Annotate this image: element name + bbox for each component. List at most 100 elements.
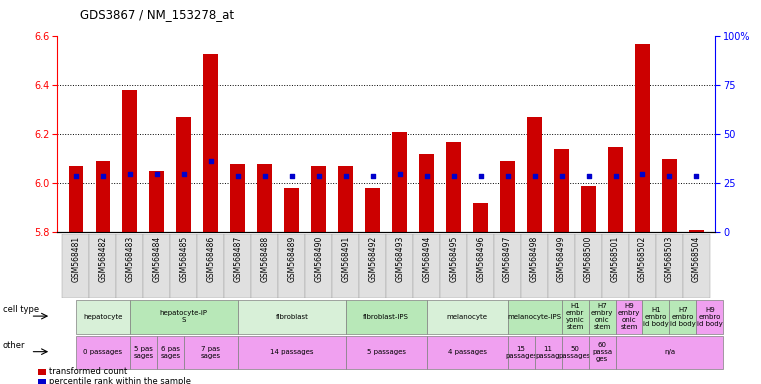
- FancyBboxPatch shape: [440, 234, 467, 298]
- Text: other: other: [3, 341, 25, 350]
- Bar: [527, 117, 542, 232]
- Bar: [608, 147, 623, 232]
- FancyBboxPatch shape: [116, 234, 143, 298]
- FancyBboxPatch shape: [305, 234, 333, 298]
- Point: [205, 158, 217, 164]
- Point: [339, 173, 352, 179]
- Bar: [392, 132, 407, 232]
- Bar: [38, 369, 46, 375]
- FancyBboxPatch shape: [413, 234, 440, 298]
- Text: GDS3867 / NM_153278_at: GDS3867 / NM_153278_at: [80, 8, 234, 21]
- Text: GSM568486: GSM568486: [206, 235, 215, 282]
- Point: [421, 173, 433, 179]
- Text: GSM568493: GSM568493: [395, 235, 404, 282]
- Bar: [365, 188, 380, 232]
- Text: 14 passages: 14 passages: [270, 349, 314, 355]
- Text: H1
embro
id body: H1 embro id body: [643, 307, 669, 327]
- Text: GSM568494: GSM568494: [422, 235, 431, 282]
- Bar: [231, 164, 245, 232]
- Text: 6 pas
sages: 6 pas sages: [161, 346, 180, 359]
- Bar: [339, 166, 353, 232]
- Text: 11
passag: 11 passag: [536, 346, 560, 359]
- Text: n/a: n/a: [664, 349, 675, 355]
- Text: GSM568503: GSM568503: [665, 235, 674, 282]
- Bar: [500, 161, 515, 232]
- Text: 15
passages: 15 passages: [505, 346, 537, 359]
- FancyBboxPatch shape: [467, 234, 494, 298]
- Text: H7
embro
id body: H7 embro id body: [670, 307, 696, 327]
- Point: [232, 173, 244, 179]
- FancyBboxPatch shape: [494, 234, 521, 298]
- FancyBboxPatch shape: [575, 234, 602, 298]
- FancyBboxPatch shape: [602, 234, 629, 298]
- FancyBboxPatch shape: [629, 234, 656, 298]
- Bar: [257, 164, 272, 232]
- Text: H7
embry
onic
stem: H7 embry onic stem: [591, 303, 613, 330]
- Text: GSM568497: GSM568497: [503, 235, 512, 282]
- Text: GSM568504: GSM568504: [692, 235, 701, 282]
- Text: cell type: cell type: [3, 305, 39, 314]
- Text: GSM568491: GSM568491: [341, 235, 350, 282]
- Point: [124, 170, 136, 177]
- Point: [70, 173, 82, 179]
- Text: H9
embry
onic
stem: H9 embry onic stem: [618, 303, 640, 330]
- FancyBboxPatch shape: [333, 234, 359, 298]
- Text: fibroblast: fibroblast: [275, 314, 308, 320]
- Bar: [311, 166, 326, 232]
- Bar: [96, 161, 110, 232]
- Text: GSM568482: GSM568482: [98, 235, 107, 281]
- Bar: [635, 44, 650, 232]
- Text: 0 passages: 0 passages: [84, 349, 123, 355]
- Point: [664, 173, 676, 179]
- Text: GSM568496: GSM568496: [476, 235, 485, 282]
- Point: [475, 173, 487, 179]
- Text: 60
passa
ges: 60 passa ges: [592, 342, 612, 362]
- Bar: [473, 203, 488, 232]
- FancyBboxPatch shape: [197, 234, 224, 298]
- FancyBboxPatch shape: [224, 234, 251, 298]
- Text: GSM568481: GSM568481: [72, 235, 81, 281]
- Text: GSM568484: GSM568484: [152, 235, 161, 282]
- Point: [610, 173, 622, 179]
- Text: GSM568487: GSM568487: [234, 235, 242, 282]
- FancyBboxPatch shape: [90, 234, 116, 298]
- Text: hepatocyte: hepatocyte: [83, 314, 123, 320]
- Point: [313, 173, 325, 179]
- Text: hepatocyte-iP
S: hepatocyte-iP S: [160, 310, 208, 323]
- FancyBboxPatch shape: [683, 234, 710, 298]
- Bar: [662, 159, 677, 232]
- Text: GSM568485: GSM568485: [180, 235, 189, 282]
- Text: GSM568500: GSM568500: [584, 235, 593, 282]
- Bar: [123, 90, 137, 232]
- Point: [285, 173, 298, 179]
- Bar: [149, 171, 164, 232]
- Text: 5 pas
sages: 5 pas sages: [133, 346, 154, 359]
- Point: [259, 173, 271, 179]
- FancyBboxPatch shape: [62, 234, 90, 298]
- Bar: [38, 379, 46, 384]
- Point: [582, 173, 594, 179]
- Text: GSM568501: GSM568501: [611, 235, 620, 282]
- Text: 7 pas
sages: 7 pas sages: [201, 346, 221, 359]
- Bar: [68, 166, 84, 232]
- FancyBboxPatch shape: [521, 234, 548, 298]
- Point: [178, 170, 190, 177]
- FancyBboxPatch shape: [170, 234, 197, 298]
- Text: melanocyte-IPS: melanocyte-IPS: [508, 314, 562, 320]
- Text: H9
embro
id body: H9 embro id body: [697, 307, 723, 327]
- Bar: [419, 154, 434, 232]
- Text: GSM568495: GSM568495: [449, 235, 458, 282]
- Bar: [554, 149, 569, 232]
- Point: [447, 173, 460, 179]
- Bar: [689, 230, 704, 232]
- Text: 5 passages: 5 passages: [367, 349, 406, 355]
- Text: GSM568499: GSM568499: [557, 235, 566, 282]
- Point: [501, 173, 514, 179]
- Point: [556, 173, 568, 179]
- Text: 50
passages: 50 passages: [559, 346, 591, 359]
- Text: GSM568489: GSM568489: [288, 235, 296, 282]
- Point: [97, 173, 109, 179]
- Text: transformed count: transformed count: [49, 367, 127, 376]
- FancyBboxPatch shape: [359, 234, 386, 298]
- Point: [151, 170, 163, 177]
